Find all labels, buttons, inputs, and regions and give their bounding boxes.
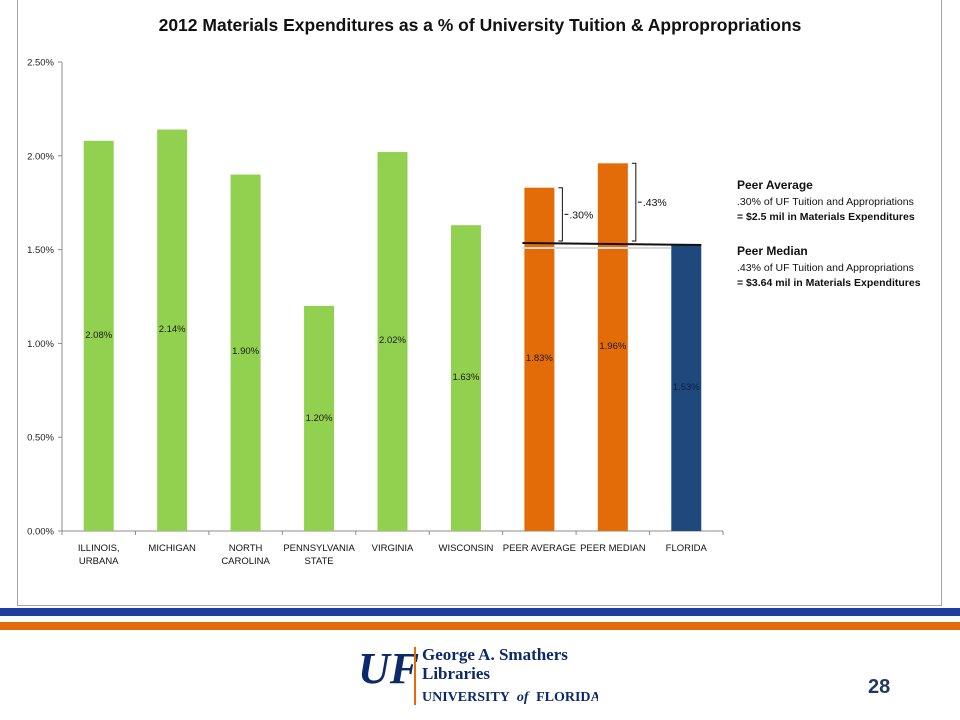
annotation-label: .30%: [569, 209, 593, 221]
bar: [304, 305, 335, 531]
bar: [671, 243, 702, 532]
data-label: 1.96%: [599, 341, 626, 352]
bar: [597, 163, 628, 531]
notes-panel: Peer Average .30% of UF Tuition and Appro…: [737, 178, 921, 289]
data-label: 1.83%: [526, 353, 553, 364]
page-number: 28: [868, 676, 891, 698]
x-tick-label: PEER AVERAGE: [503, 543, 576, 554]
note-line: .43% of UF Tuition and Appropriations: [737, 262, 914, 274]
x-tick-label: PEER MEDIAN: [580, 543, 646, 554]
logo-university: UNIVERSITY: [422, 690, 510, 705]
uf-logo-mark: UF: [358, 644, 419, 693]
footer-stripe-orange: [0, 622, 960, 630]
logo-divider: [414, 647, 416, 705]
data-label: 1.53%: [673, 382, 700, 393]
logo-line-3: UNIVERSITY of FLORIDA: [422, 690, 598, 705]
x-tick-label: PENNSYLVANIA: [283, 543, 355, 554]
logo-line-1: George A. Smathers: [422, 645, 568, 664]
bar: [450, 225, 481, 531]
uf-libraries-logo: UF George A. Smathers Libraries UNIVERSI…: [358, 644, 598, 705]
data-label: 1.20%: [306, 413, 333, 424]
annotation-label: .43%: [643, 197, 667, 209]
bar: [230, 174, 261, 531]
plot-area: 0.00% 0.50% 1.00% 1.50% 2.00% 2.50% 2.08% ILLIN…: [27, 58, 724, 567]
y-tick-label: 0.50%: [27, 433, 54, 444]
bar: [157, 129, 188, 531]
y-tick-label: 2.00%: [27, 151, 54, 162]
y-tick-label: 1.00%: [27, 339, 54, 350]
annotation-bracket: [558, 187, 563, 242]
x-tick-label: CAROLINA: [221, 556, 270, 567]
chart-title: 2012 Materials Expenditures as a % of Un…: [159, 15, 802, 35]
x-tick-label: URBANA: [79, 556, 119, 567]
y-tick-label: 0.00%: [27, 527, 54, 538]
y-tick-label: 2.50%: [27, 58, 54, 69]
note-heading: Peer Median: [737, 244, 808, 258]
bar: [83, 140, 114, 532]
bar: [524, 187, 555, 531]
x-tick-label: MICHIGAN: [148, 543, 196, 554]
y-tick-label: 1.50%: [27, 245, 54, 256]
data-label: 2.08%: [85, 330, 112, 341]
x-tick-label: VIRGINIA: [372, 543, 414, 554]
x-tick-label: FLORIDA: [666, 543, 708, 554]
annotation-bracket: [631, 162, 637, 242]
x-tick-label: NORTH: [229, 543, 263, 554]
note-heading: Peer Average: [737, 178, 813, 192]
bar: [377, 152, 408, 531]
note-line: = $2.5 mil in Materials Expenditures: [737, 211, 915, 223]
bar-chart: 2012 Materials Expenditures as a % of Un…: [27, 15, 921, 567]
reference-line: [522, 241, 702, 246]
x-tick-label: WISCONSIN: [438, 543, 493, 554]
footer-stripe-blue: [0, 608, 960, 616]
logo-florida: FLORIDA: [536, 690, 598, 705]
data-label: 2.14%: [159, 324, 186, 335]
logo-of: of: [517, 690, 530, 705]
data-label: 2.02%: [379, 335, 406, 346]
note-line: .30% of UF Tuition and Appropriations: [737, 196, 914, 208]
logo-line-2: Libraries: [422, 664, 490, 683]
x-tick-label: ILLINOIS,: [78, 543, 120, 554]
data-label: 1.90%: [232, 346, 259, 357]
note-line: = $3.64 mil in Materials Expenditures: [737, 277, 921, 289]
x-tick-label: STATE: [304, 556, 333, 567]
data-label: 1.63%: [452, 372, 479, 383]
